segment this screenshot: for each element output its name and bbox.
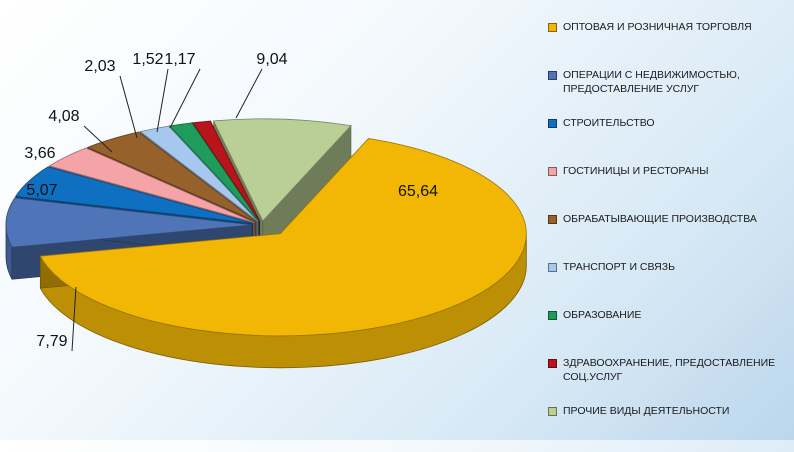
legend-item-0: ОПТОВАЯ И РОЗНИЧНАЯ ТОРГОВЛЯ	[548, 20, 788, 68]
pie-slice-top-7	[192, 120, 260, 222]
legend-swatch-5	[548, 263, 557, 272]
data-label-3: 3,66	[24, 145, 55, 162]
data-label-2: 5,07	[26, 182, 57, 199]
data-label-0: 65,64	[398, 183, 438, 200]
pie-chart: 65,64 7,79 5,07 3,66 4,08 2,03 1,52 1,17 9,04	[5, 51, 527, 369]
legend-item-4: ОБРАБАТЫВАЮЩИЕ ПРОИЗВОДСТВА	[548, 212, 788, 260]
legend-swatch-0	[548, 23, 557, 32]
data-labels: 65,64 7,79 5,07 3,66 4,08 2,03 1,52 1,17 9,04	[24, 51, 438, 350]
legend-swatch-7	[548, 359, 557, 368]
leader-line-6	[156, 68, 169, 133]
legend-label-6: ОБРАЗОВАНИЕ	[563, 309, 642, 321]
legend-swatch-3	[548, 167, 557, 176]
pie-slice-top-2	[14, 166, 254, 224]
legend-item-5: ТРАНСПОРТ И СВЯЗЬ	[548, 260, 788, 308]
data-label-8: 9,04	[256, 51, 287, 68]
leader-line-1	[71, 286, 77, 352]
legend-swatch-6	[548, 311, 557, 320]
legend-label-3: ГОСТИНИЦЫ И РЕСТОРАНЫ	[563, 165, 709, 177]
legend-label-4: ОБРАБАТЫВАЮЩИЕ ПРОИЗВОДСТВА	[563, 213, 757, 225]
legend-label-2: СТРОИТЕЛЬСТВО	[563, 117, 655, 129]
legend-item-1: ОПЕРАЦИИ С НЕДВИЖИМОСТЬЮ, ПРЕДОСТАВЛЕНИЕ…	[548, 68, 788, 116]
pie-slice-top-8	[212, 118, 352, 222]
legend-swatch-2	[548, 119, 557, 128]
pie-slice-top-4	[86, 131, 257, 223]
pie-tops	[5, 118, 527, 337]
pie-slice-top-0	[39, 138, 527, 337]
data-label-5: 2,03	[84, 58, 115, 75]
legend-label-0: ОПТОВАЯ И РОЗНИЧНАЯ ТОРГОВЛЯ	[563, 21, 752, 33]
legend-swatch-1	[548, 71, 557, 80]
leader-line-4	[83, 125, 113, 153]
data-label-1: 7,79	[36, 333, 67, 350]
pie-slice-top-1	[5, 197, 253, 248]
leader-line-7	[169, 68, 201, 129]
pie-slice-top-6	[168, 122, 260, 222]
legend-item-6: ОБРАЗОВАНИЕ	[548, 308, 788, 356]
legend-item-7: ЗДРАВООХРАНЕНИЕ, ПРЕДОСТАВЛЕНИЕ СОЦ.УСЛУ…	[548, 356, 788, 404]
leader-line-5	[119, 75, 138, 139]
pie-slice-top-5	[139, 125, 259, 222]
legend-swatch-4	[548, 215, 557, 224]
legend-swatch-8	[548, 407, 557, 416]
legend-label-8: ПРОЧИЕ ВИДЫ ДЕЯТЕЛЬНОСТИ	[563, 405, 730, 417]
data-label-4: 4,08	[48, 108, 79, 125]
data-label-7: 1,17	[164, 51, 195, 68]
legend-item-2: СТРОИТЕЛЬСТВО	[548, 116, 788, 164]
pie-slice-top-3	[48, 147, 255, 223]
legend-item-3: ГОСТИНИЦЫ И РЕСТОРАНЫ	[548, 164, 788, 212]
data-label-6: 1,52	[132, 51, 163, 68]
legend-label-7: ЗДРАВООХРАНЕНИЕ, ПРЕДОСТАВЛЕНИЕ СОЦ.УСЛУ…	[563, 357, 776, 383]
leader-line-8	[235, 68, 263, 119]
leader-lines	[71, 68, 263, 352]
legend-label-1: ОПЕРАЦИИ С НЕДВИЖИМОСТЬЮ, ПРЕДОСТАВЛЕНИЕ…	[563, 69, 740, 95]
legend: ОПТОВАЯ И РОЗНИЧНАЯ ТОРГОВЛЯ ОПЕРАЦИИ С Н…	[548, 20, 788, 452]
legend-label-5: ТРАНСПОРТ И СВЯЗЬ	[563, 261, 675, 273]
legend-item-8: ПРОЧИЕ ВИДЫ ДЕЯТЕЛЬНОСТИ	[548, 404, 788, 452]
